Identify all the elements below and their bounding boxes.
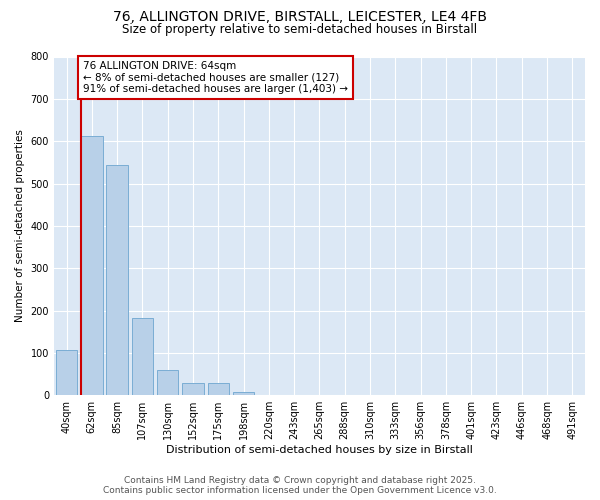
Bar <box>81 136 103 395</box>
Text: Size of property relative to semi-detached houses in Birstall: Size of property relative to semi-detach… <box>122 22 478 36</box>
Bar <box>182 384 204 395</box>
Text: 76 ALLINGTON DRIVE: 64sqm
← 8% of semi-detached houses are smaller (127)
91% of : 76 ALLINGTON DRIVE: 64sqm ← 8% of semi-d… <box>83 60 348 94</box>
Bar <box>56 350 77 395</box>
Text: 76, ALLINGTON DRIVE, BIRSTALL, LEICESTER, LE4 4FB: 76, ALLINGTON DRIVE, BIRSTALL, LEICESTER… <box>113 10 487 24</box>
Text: Contains HM Land Registry data © Crown copyright and database right 2025.
Contai: Contains HM Land Registry data © Crown c… <box>103 476 497 495</box>
Bar <box>157 370 178 395</box>
Bar <box>131 318 153 395</box>
Y-axis label: Number of semi-detached properties: Number of semi-detached properties <box>15 130 25 322</box>
Bar <box>233 392 254 395</box>
Bar <box>208 384 229 395</box>
X-axis label: Distribution of semi-detached houses by size in Birstall: Distribution of semi-detached houses by … <box>166 445 473 455</box>
Bar <box>106 166 128 395</box>
